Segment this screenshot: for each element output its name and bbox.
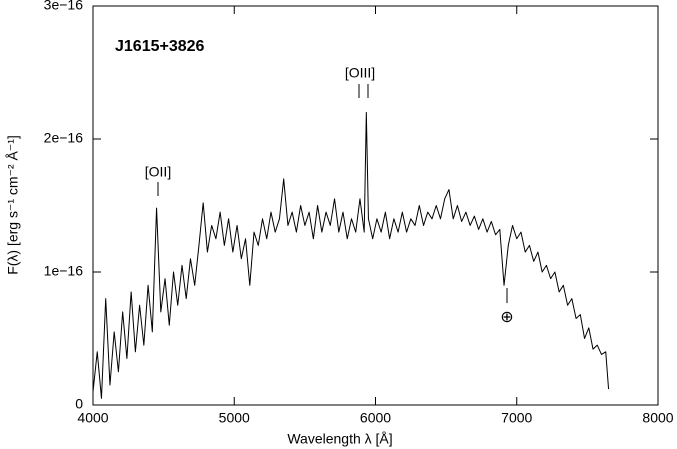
- y-axis-label: F(λ) [erg s⁻¹ cm⁻² Å⁻¹]: [5, 135, 21, 275]
- telluric-label: ⊕: [500, 309, 513, 326]
- x-tick-label: 4000: [77, 410, 108, 426]
- y-tick-label: 0: [75, 396, 83, 412]
- y-tick-label: 1e−16: [44, 263, 84, 279]
- x-tick-label: 6000: [360, 410, 391, 426]
- plot-frame: [92, 5, 659, 406]
- y-tick-label: 2e−16: [44, 130, 84, 146]
- x-tick-label: 8000: [642, 410, 673, 426]
- x-tick-label: 5000: [219, 410, 250, 426]
- line-label: [OIII]: [345, 65, 375, 81]
- x-tick-label: 7000: [501, 410, 532, 426]
- y-tick-label: 3e−16: [44, 0, 84, 13]
- line-label: [OII]: [145, 164, 171, 180]
- object-name: J1615+3826: [115, 38, 205, 55]
- x-axis-label: Wavelength λ [Å]: [287, 431, 392, 447]
- spectrum-line: [92, 111, 610, 399]
